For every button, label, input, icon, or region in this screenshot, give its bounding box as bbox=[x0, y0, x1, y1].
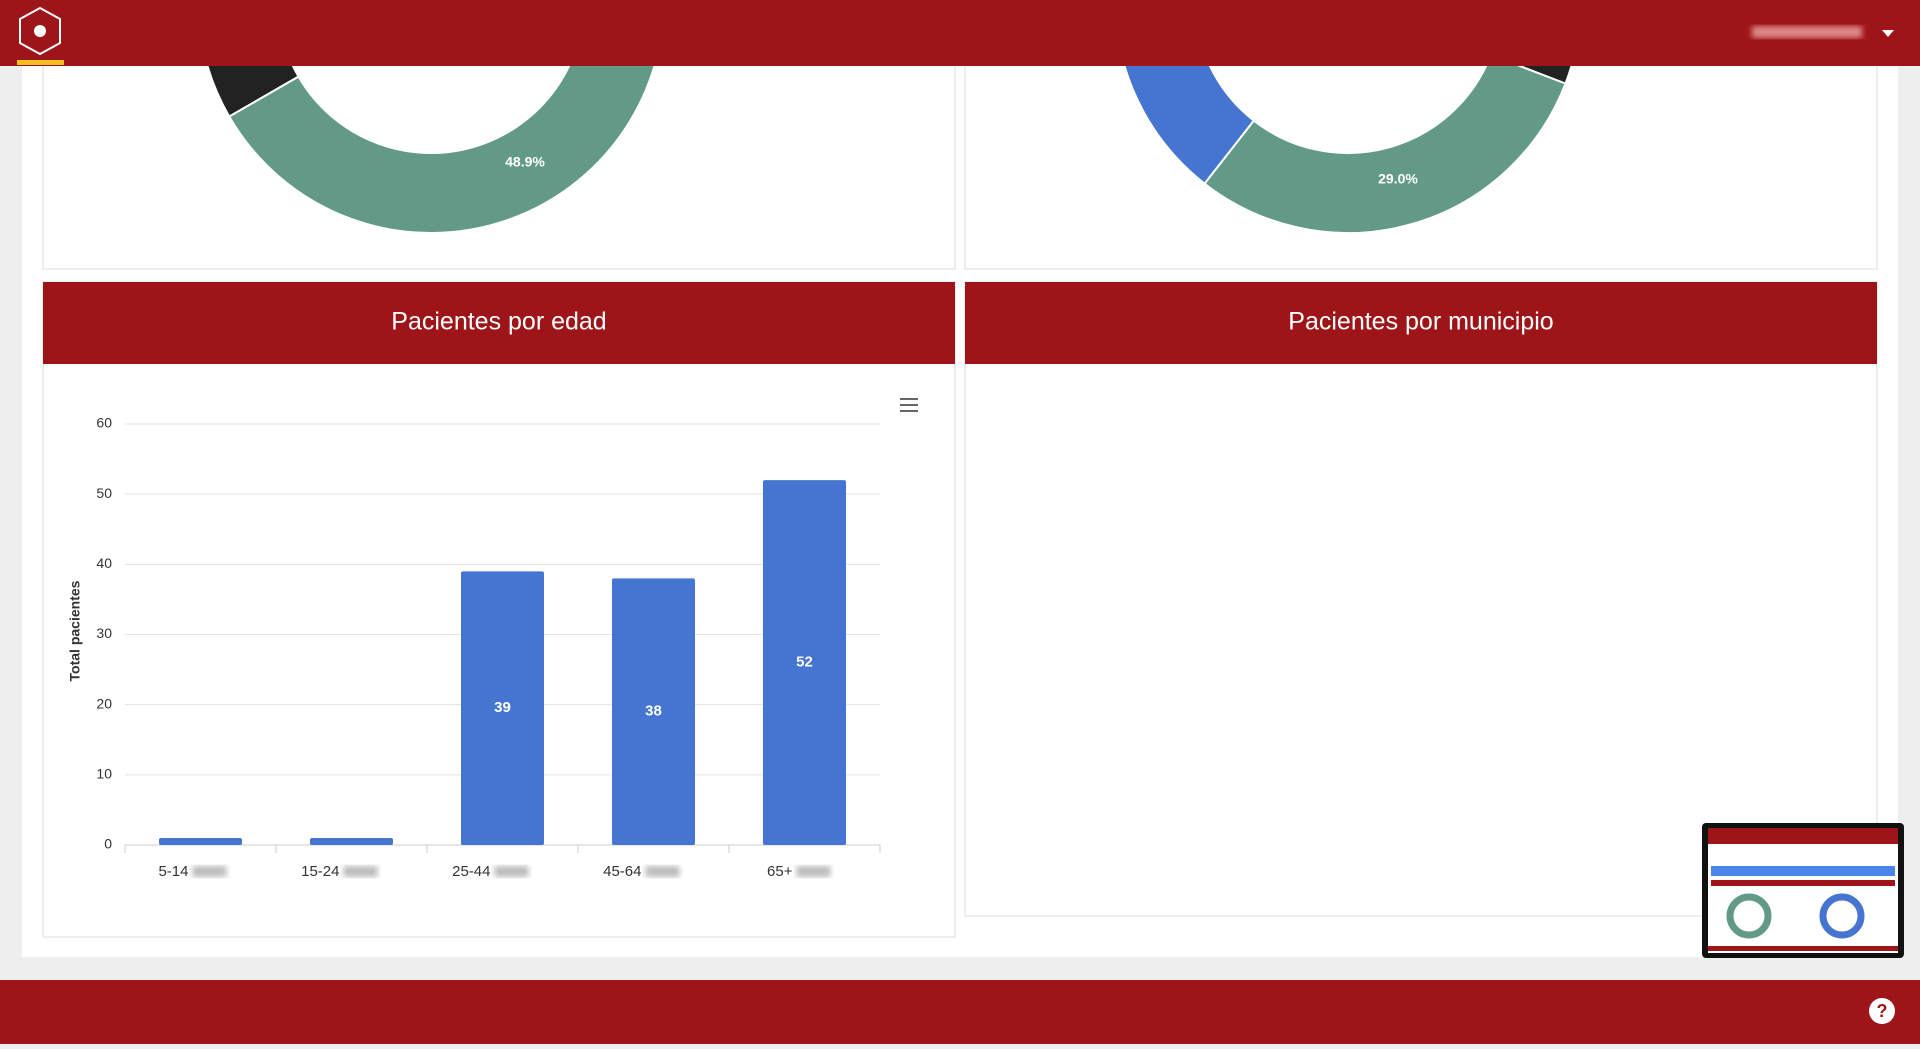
x-tick-label: 25-44 bbox=[452, 863, 490, 880]
panel-title: Pacientes por municipio bbox=[1288, 308, 1553, 336]
blurred-unit bbox=[494, 866, 529, 877]
donut-segment bbox=[1203, 66, 1567, 234]
bar bbox=[612, 578, 695, 845]
donut bbox=[1123, 66, 1573, 234]
y-tick-label: 40 bbox=[96, 555, 112, 571]
x-tick-label: 65+ bbox=[767, 863, 793, 880]
data-label: 39 bbox=[494, 699, 511, 716]
donut-segment bbox=[1517, 66, 1573, 85]
blurred-unit bbox=[645, 866, 680, 877]
user-name[interactable] bbox=[1752, 26, 1862, 38]
donut-label: 29.0% bbox=[1378, 171, 1418, 187]
blurred-unit bbox=[192, 866, 227, 877]
help-icon: ? bbox=[1877, 1001, 1888, 1021]
donut-segment bbox=[206, 66, 300, 118]
menu-line bbox=[900, 410, 918, 412]
thumbnail-strip bbox=[1708, 946, 1898, 951]
panel-title: Pacientes por edad bbox=[391, 308, 606, 336]
y-tick-label: 60 bbox=[96, 415, 112, 431]
panel-header bbox=[43, 282, 955, 364]
thumbnail-strip bbox=[1711, 880, 1895, 886]
thumbnail[interactable] bbox=[1702, 823, 1904, 958]
donut-label: 48.9% bbox=[505, 154, 545, 170]
y-tick-label: 20 bbox=[96, 695, 112, 711]
menu-line bbox=[900, 404, 918, 406]
x-tick-label: 5-14 bbox=[158, 863, 188, 880]
x-tick-label: 45-64 bbox=[603, 863, 641, 880]
y-axis-label: Total pacientes bbox=[67, 580, 83, 681]
help-button[interactable] bbox=[1869, 998, 1895, 1024]
logo[interactable] bbox=[17, 6, 64, 65]
thumbnail-donut bbox=[1726, 893, 1772, 939]
dropdown-caret[interactable] bbox=[1882, 30, 1894, 37]
logo-hex bbox=[19, 6, 61, 56]
y-tick-label: 0 bbox=[104, 836, 112, 852]
blurred-unit bbox=[343, 866, 378, 877]
bar bbox=[461, 571, 544, 845]
top-bar bbox=[0, 0, 1920, 66]
bar bbox=[159, 837, 242, 845]
logo-underline bbox=[17, 60, 64, 65]
y-tick-label: 50 bbox=[96, 485, 112, 501]
logo-mark bbox=[34, 25, 46, 37]
thumbnail-bar bbox=[1708, 828, 1898, 844]
donut-segment bbox=[227, 66, 656, 234]
donut-segment bbox=[1123, 66, 1256, 186]
panel-header bbox=[965, 282, 1877, 364]
footer bbox=[0, 980, 1920, 1044]
data-label: 52 bbox=[796, 654, 813, 671]
menu-icon[interactable] bbox=[900, 398, 918, 412]
menu-line bbox=[900, 398, 918, 400]
blurred-unit bbox=[796, 866, 831, 877]
panel bbox=[964, 281, 1878, 917]
bar bbox=[310, 837, 393, 845]
data-label: 38 bbox=[645, 703, 662, 720]
thumbnail-strip bbox=[1711, 866, 1895, 876]
y-tick-label: 10 bbox=[96, 766, 112, 782]
donut bbox=[206, 66, 656, 234]
x-tick-label: 15-24 bbox=[301, 863, 339, 880]
y-tick-label: 30 bbox=[96, 625, 112, 641]
thumbnail-donut bbox=[1819, 893, 1865, 939]
bar bbox=[763, 480, 846, 845]
